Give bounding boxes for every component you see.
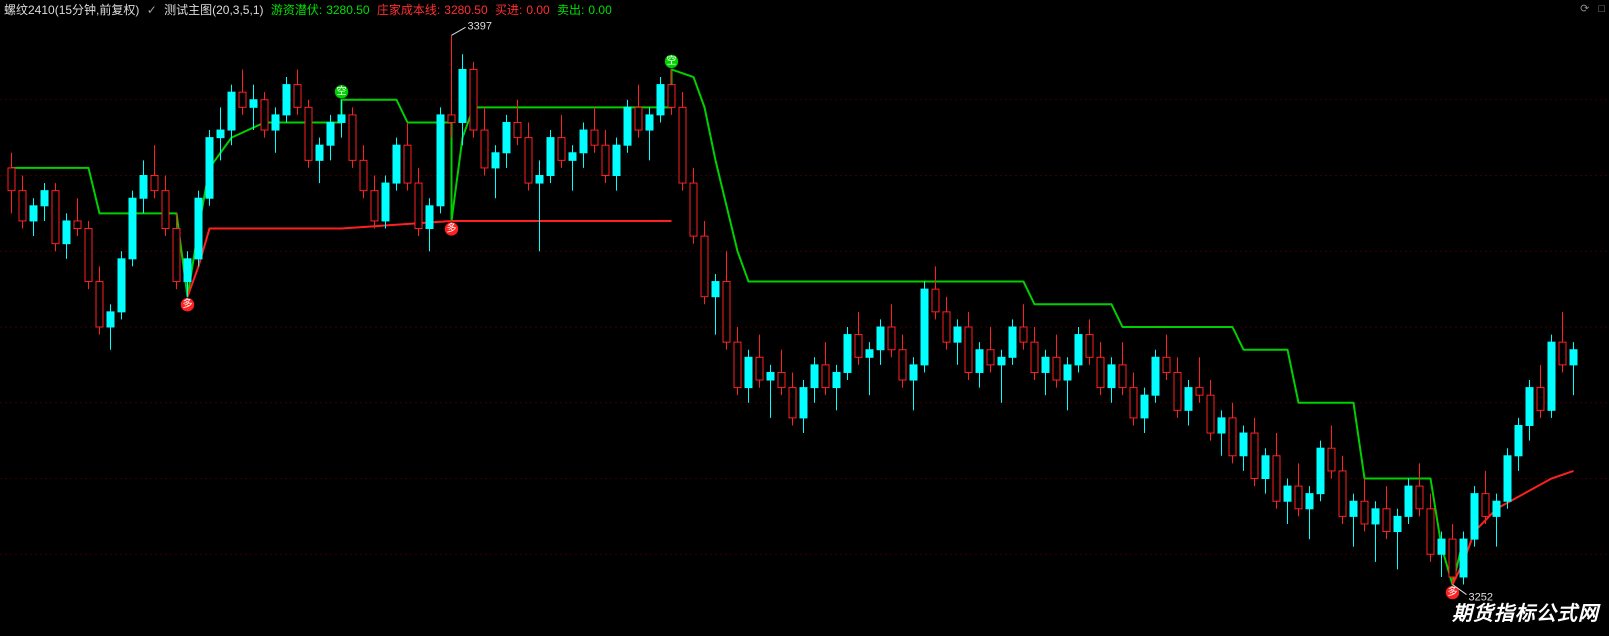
- window-icon[interactable]: □: [1598, 3, 1605, 15]
- v3-value: 0.00: [526, 3, 549, 17]
- svg-text:多: 多: [447, 221, 457, 234]
- watermark: 期货指标公式网: [1452, 597, 1599, 626]
- svg-text:多: 多: [183, 297, 193, 310]
- chart-svg: 多空多空多33973252: [0, 18, 1609, 636]
- v2-label: 庄家成本线:: [377, 3, 440, 17]
- chart[interactable]: 多空多空多33973252: [0, 18, 1609, 636]
- header-toolbar: ⟳ □: [1574, 2, 1605, 15]
- v3-label: 买进:: [495, 3, 522, 17]
- v2-value: 3280.50: [444, 3, 487, 17]
- indicator-name: 测试主图(20,3,5,1): [164, 3, 263, 17]
- chart-header: 螺纹2410(15分钟,前复权) ✓ 测试主图(20,3,5,1) 游资潜伏: 3…: [4, 2, 1605, 18]
- v4-label: 卖出:: [557, 3, 584, 17]
- svg-text:3397: 3397: [468, 20, 492, 32]
- symbol-label: 螺纹2410(15分钟,前复权): [4, 3, 139, 17]
- svg-text:空: 空: [667, 54, 677, 67]
- v1-label: 游资潜伏:: [271, 3, 322, 17]
- check-icon: ✓: [147, 3, 157, 17]
- svg-text:空: 空: [337, 84, 347, 97]
- settings-icon[interactable]: ⟳: [1580, 3, 1589, 15]
- v1-value: 3280.50: [326, 3, 369, 17]
- v4-value: 0.00: [588, 3, 611, 17]
